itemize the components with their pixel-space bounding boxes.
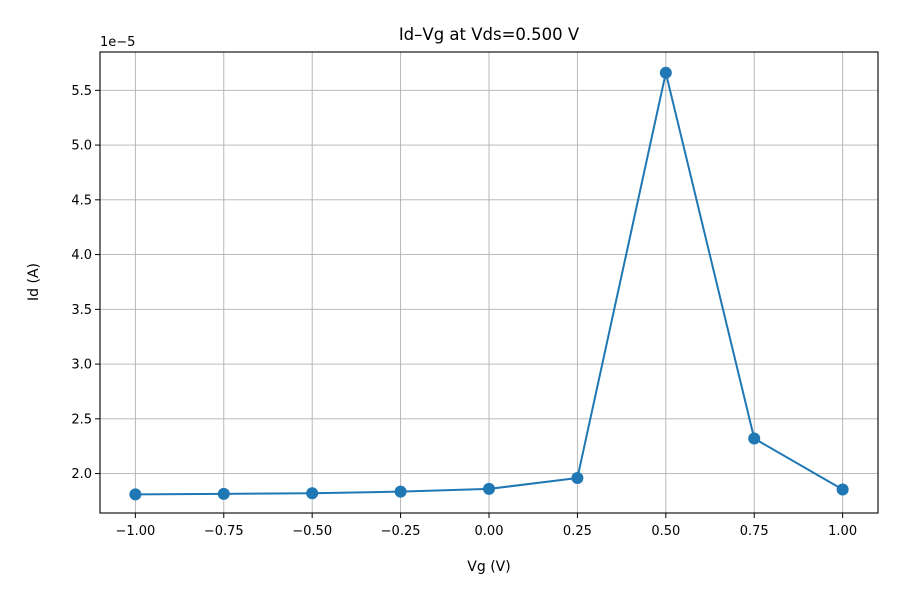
- x-tick-label: 1.00: [828, 524, 857, 539]
- data-point: [306, 487, 319, 500]
- x-tick-label: 0.25: [563, 524, 592, 539]
- data-point: [129, 488, 142, 501]
- chart-title: Id–Vg at Vds=0.500 V: [399, 25, 580, 44]
- x-tick-label: −1.00: [115, 524, 155, 539]
- data-point: [836, 483, 849, 496]
- y-tick-label: 3.5: [71, 303, 92, 318]
- x-tick-label: −0.75: [204, 524, 244, 539]
- y-tick-label: 3.0: [71, 358, 92, 373]
- y-offset-label: 1e−5: [100, 35, 135, 50]
- x-tick-label: 0.00: [475, 524, 504, 539]
- y-tick-label: 2.0: [71, 467, 92, 482]
- data-point: [748, 432, 761, 445]
- y-axis: 2.0 2.5 3.0 3.5 4.0 4.5 5.0 5.5: [71, 84, 100, 482]
- grid: [100, 52, 878, 513]
- data-point: [394, 485, 407, 498]
- y-tick-label: 4.0: [71, 248, 92, 263]
- y-tick-label: 4.5: [71, 193, 92, 208]
- y-tick-label: 5.5: [71, 84, 92, 99]
- y-tick-label: 2.5: [71, 412, 92, 427]
- x-tick-label: 0.50: [651, 524, 680, 539]
- series-layer: [129, 66, 849, 501]
- data-point: [217, 487, 230, 500]
- y-tick-label: 5.0: [71, 139, 92, 154]
- y-axis-label: Id (A): [26, 263, 42, 301]
- data-point: [483, 482, 495, 495]
- data-point: [571, 471, 584, 484]
- x-tick-label: 0.75: [740, 524, 769, 539]
- x-axis-label: Vg (V): [467, 559, 510, 575]
- x-axis: −1.00 −0.75 −0.50 −0.25 0.00 0.25 0.50 0.75 1.00: [115, 513, 857, 539]
- x-tick-label: −0.50: [292, 524, 332, 539]
- x-tick-label: −0.25: [381, 524, 421, 539]
- data-point: [659, 66, 672, 79]
